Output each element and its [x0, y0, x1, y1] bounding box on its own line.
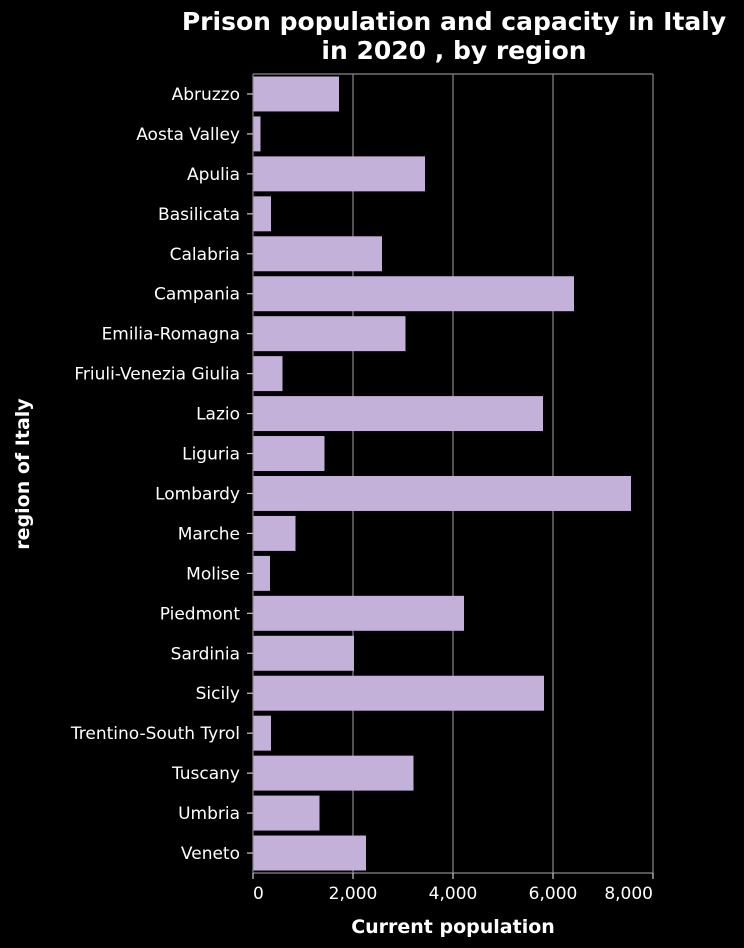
- bar: [253, 156, 425, 192]
- bars: [253, 76, 631, 871]
- y-tick-label: Veneto: [181, 844, 240, 864]
- y-tick-label: Piedmont: [160, 604, 241, 624]
- y-tick-label: Basilicata: [158, 205, 240, 225]
- bar: [253, 755, 414, 791]
- x-tick-label: 0: [253, 884, 264, 904]
- x-tick-label: 8,000: [604, 884, 653, 904]
- gridlines: [253, 73, 654, 873]
- bar: [253, 475, 631, 511]
- y-tick-label: Emilia-Romagna: [102, 325, 240, 345]
- y-tick-label: Campania: [154, 285, 240, 305]
- y-tick-label: Sardinia: [171, 644, 240, 664]
- y-axis: Abruzzo Aosta Valley Apulia Basilicata Calab…: [70, 74, 254, 873]
- y-tick-label: Lazio: [196, 405, 240, 425]
- y-tick-label: Aosta Valley: [136, 125, 240, 145]
- bar: [253, 196, 271, 232]
- y-axis-title: region of Italy: [12, 398, 34, 550]
- bar: [253, 116, 261, 152]
- x-axis: 0 2,000 4,000 6,000 8,000: [252, 872, 654, 904]
- y-tick-label: Umbria: [178, 804, 240, 824]
- chart-title-line-2: in 2020 , by region: [321, 36, 586, 65]
- bar: [253, 76, 339, 112]
- bar: [253, 795, 320, 831]
- y-tick-label: Abruzzo: [172, 85, 240, 105]
- chart-title-line-1: Prison population and capacity in Italy: [182, 7, 726, 36]
- y-tick-label: Liguria: [182, 445, 240, 465]
- x-axis-title: Current population: [351, 916, 555, 938]
- y-tick-label: Apulia: [187, 165, 240, 185]
- bar: [253, 356, 283, 392]
- bar: [253, 515, 296, 551]
- bar: [253, 835, 366, 871]
- bar: [253, 316, 406, 352]
- bar: [253, 675, 544, 711]
- bar: [253, 436, 325, 472]
- bar: [253, 555, 270, 591]
- bar: [253, 236, 382, 272]
- bar: [253, 635, 354, 671]
- y-tick-label: Tuscany: [171, 764, 240, 784]
- y-tick-label: Molise: [186, 564, 240, 584]
- y-tick-label: Marche: [178, 524, 240, 544]
- x-tick-label: 4,000: [429, 884, 478, 904]
- bar: [253, 715, 271, 751]
- y-tick-label: Friuli-Venezia Giulia: [74, 365, 240, 385]
- x-tick-label: 2,000: [329, 884, 378, 904]
- y-tick-label: Sicily: [196, 684, 240, 704]
- y-tick-label: Calabria: [170, 245, 240, 265]
- bar: [253, 276, 574, 312]
- x-tick-label: 6,000: [529, 884, 578, 904]
- y-tick-label: Trentino-South Tyrol: [70, 724, 240, 744]
- y-tick-label: Lombardy: [155, 484, 240, 504]
- bar: [253, 396, 543, 432]
- bar: [253, 595, 464, 631]
